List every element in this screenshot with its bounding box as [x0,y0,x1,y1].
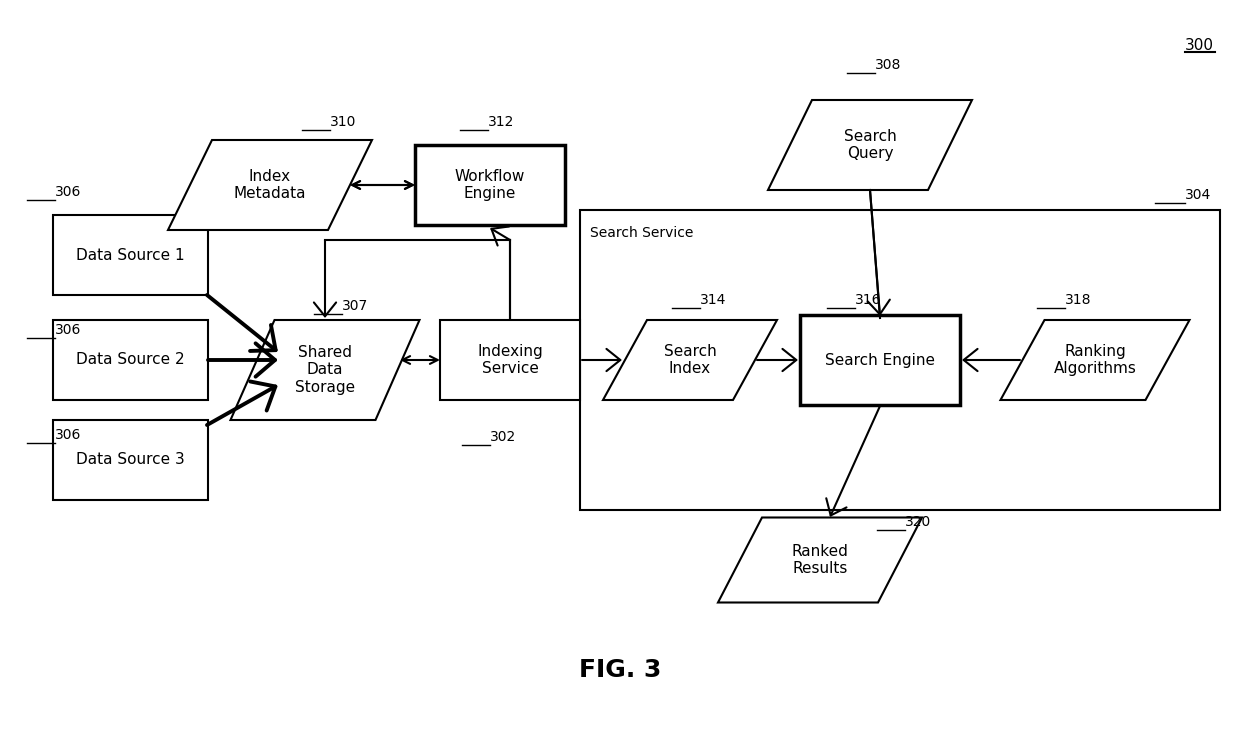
Polygon shape [167,140,372,230]
Text: Ranked
Results: Ranked Results [791,544,848,576]
Text: Search Service: Search Service [590,226,693,240]
Text: 304: 304 [1185,188,1211,202]
Text: 306: 306 [55,428,82,442]
Text: 314: 314 [701,293,727,307]
Bar [52,320,207,400]
Bar [800,315,960,405]
Text: 308: 308 [875,58,901,72]
Bar [52,420,207,500]
Text: 302: 302 [490,430,516,444]
Text: 306: 306 [55,185,82,199]
Text: Indexing
Service: Indexing Service [477,344,543,376]
Text: Data Source 2: Data Source 2 [76,353,185,368]
Text: Search Engine: Search Engine [825,353,935,368]
Text: Data Source 1: Data Source 1 [76,248,185,263]
Text: 300: 300 [1185,38,1214,53]
Bar [52,215,207,295]
Text: 312: 312 [489,115,515,129]
Text: Workflow
Engine: Workflow Engine [455,169,526,201]
Polygon shape [718,518,923,603]
Bar [415,145,565,225]
Polygon shape [603,320,777,400]
Text: Search
Index: Search Index [663,344,717,376]
Text: Data Source 3: Data Source 3 [76,453,185,468]
Polygon shape [768,100,972,190]
Text: 306: 306 [55,323,82,337]
Polygon shape [1001,320,1189,400]
Text: 316: 316 [856,293,882,307]
Bar [440,320,580,400]
Text: 318: 318 [1065,293,1091,307]
Text: 310: 310 [330,115,356,129]
Text: Ranking
Algorithms: Ranking Algorithms [1054,344,1136,376]
Text: FIG. 3: FIG. 3 [579,658,661,682]
Text: Shared
Data
Storage: Shared Data Storage [295,345,355,395]
Text: Index
Metadata: Index Metadata [234,169,306,201]
Polygon shape [231,320,419,420]
Text: Search
Query: Search Query [843,129,897,161]
Text: 307: 307 [342,299,368,313]
Bar [580,210,1220,510]
Text: 320: 320 [905,515,931,529]
